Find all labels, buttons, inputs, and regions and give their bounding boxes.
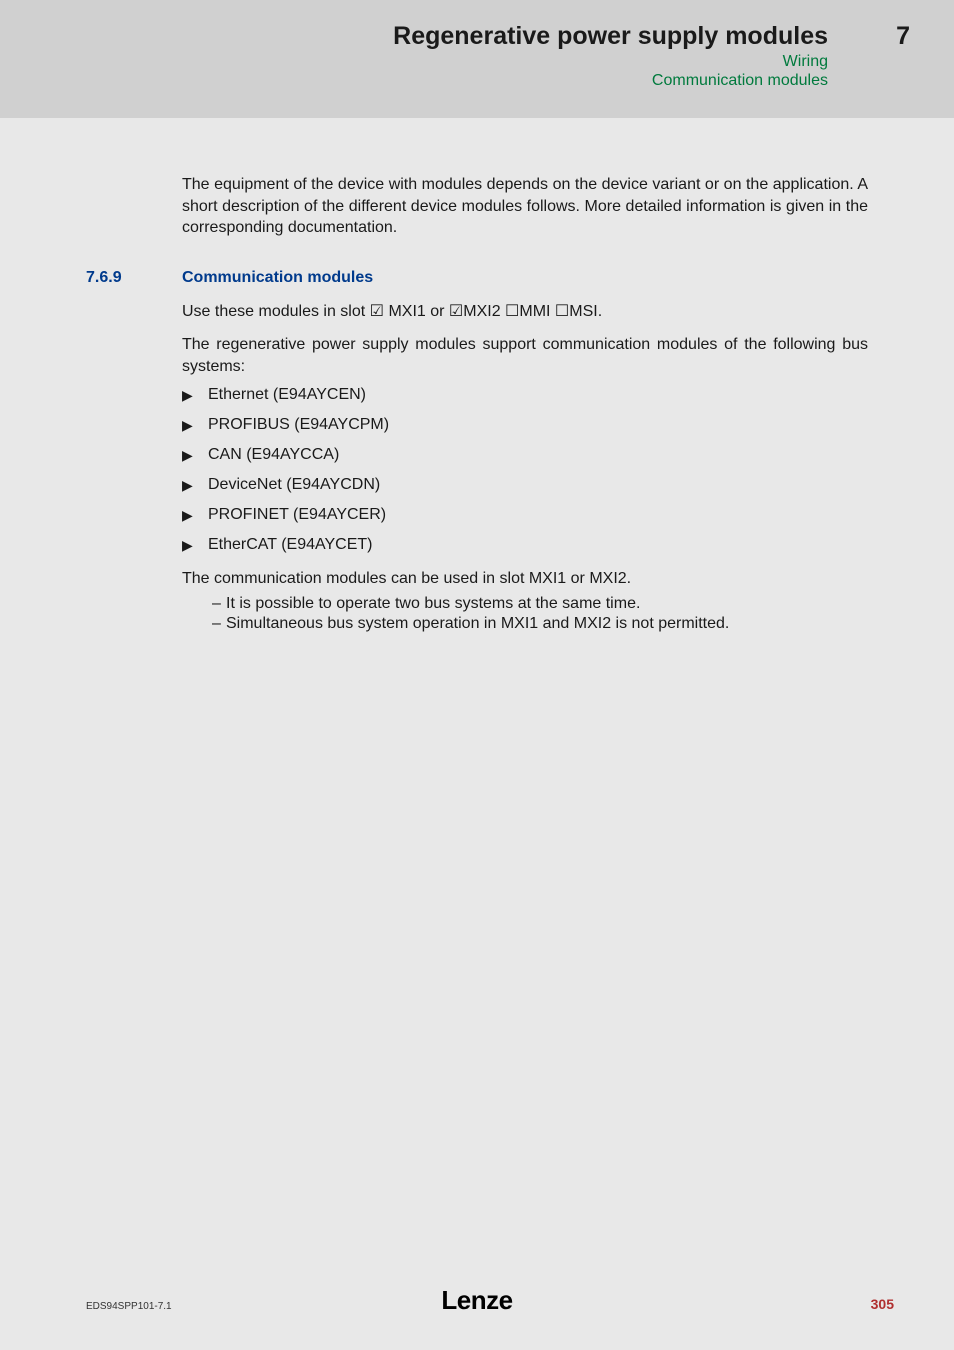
- triangle-bullet-icon: ▶: [182, 444, 208, 466]
- list-item-label: PROFIBUS (E94AYCPM): [208, 414, 389, 436]
- list-item: ▶CAN (E94AYCCA): [182, 444, 868, 466]
- usage-sublist: – It is possible to operate two bus syst…: [212, 595, 868, 633]
- section-heading: 7.6.9 Communication modules: [86, 269, 868, 287]
- section-number: 7.6.9: [86, 269, 182, 287]
- bus-system-list: ▶Ethernet (E94AYCEN)▶PROFIBUS (E94AYCPM)…: [182, 384, 868, 556]
- sublist-item-label: It is possible to operate two bus system…: [226, 595, 640, 613]
- list-item-label: EtherCAT (E94AYCET): [208, 534, 373, 556]
- section-title: Communication modules: [182, 269, 373, 287]
- doc-title: Regenerative power supply modules: [0, 22, 954, 51]
- header-band: Regenerative power supply modules Wiring…: [0, 0, 954, 118]
- chapter-number: 7: [896, 22, 910, 51]
- slot-line: Use these modules in slot ☑ MXI1 or ☑MXI…: [182, 301, 868, 323]
- page-footer: EDS94SPP101-7.1 Lenze 305: [0, 1282, 954, 1312]
- list-item-label: CAN (E94AYCCA): [208, 444, 339, 466]
- intro-paragraph: The equipment of the device with modules…: [182, 174, 868, 239]
- header-subtitle-1: Wiring: [0, 53, 954, 71]
- section-body: Use these modules in slot ☑ MXI1 or ☑MXI…: [182, 301, 868, 633]
- page-number: 305: [871, 1296, 894, 1312]
- sublist-item-label: Simultaneous bus system operation in MXI…: [226, 615, 729, 633]
- triangle-bullet-icon: ▶: [182, 534, 208, 556]
- list-item-label: PROFINET (E94AYCER): [208, 504, 386, 526]
- list-item: ▶PROFIBUS (E94AYCPM): [182, 414, 868, 436]
- triangle-bullet-icon: ▶: [182, 504, 208, 526]
- list-item: ▶Ethernet (E94AYCEN): [182, 384, 868, 406]
- brand-logo: Lenze: [441, 1285, 512, 1316]
- list-item: ▶PROFINET (E94AYCER): [182, 504, 868, 526]
- list-item: ▶DeviceNet (E94AYCDN): [182, 474, 868, 496]
- triangle-bullet-icon: ▶: [182, 384, 208, 406]
- list-item-label: DeviceNet (E94AYCDN): [208, 474, 380, 496]
- sublist-item: – Simultaneous bus system operation in M…: [212, 615, 868, 633]
- dash-bullet-icon: –: [212, 595, 226, 613]
- triangle-bullet-icon: ▶: [182, 414, 208, 436]
- header-subtitle-2: Communication modules: [0, 72, 954, 90]
- usage-line: The communication modules can be used in…: [182, 568, 868, 590]
- list-item: ▶EtherCAT (E94AYCET): [182, 534, 868, 556]
- support-line: The regenerative power supply modules su…: [182, 334, 868, 377]
- list-item-label: Ethernet (E94AYCEN): [208, 384, 366, 406]
- document-id: EDS94SPP101-7.1: [86, 1301, 172, 1312]
- dash-bullet-icon: –: [212, 615, 226, 633]
- triangle-bullet-icon: ▶: [182, 474, 208, 496]
- page-content: The equipment of the device with modules…: [0, 118, 954, 633]
- sublist-item: – It is possible to operate two bus syst…: [212, 595, 868, 613]
